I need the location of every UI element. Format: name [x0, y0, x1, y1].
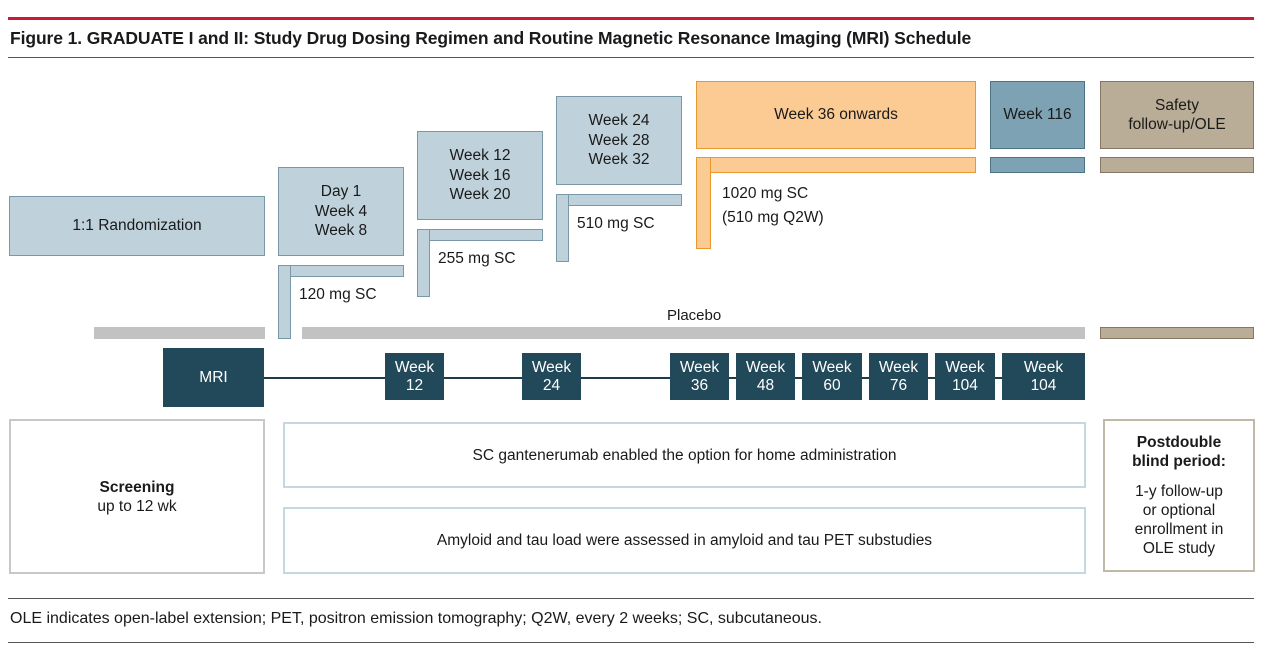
step1-dose-bar	[278, 265, 404, 277]
week116-box: Week 116	[990, 81, 1085, 149]
step3-line: Week 24	[588, 112, 650, 130]
mri-visit-line1: Week	[531, 358, 572, 376]
step1-schedule-box: Day 1 Week 4 Week 8	[278, 167, 404, 256]
mri-visit-week-60: Week 60	[802, 353, 862, 400]
post-body-line: or optional	[1142, 502, 1216, 519]
mri-visit-line1: Week	[394, 358, 435, 376]
randomization-box: 1:1 Randomization	[9, 196, 265, 256]
mri-visit-line2: 48	[756, 376, 775, 394]
screening-title: Screening	[99, 478, 175, 496]
footnote: OLE indicates open-label extension; PET,…	[10, 610, 822, 627]
step1-dose-label: 120 mg SC	[299, 286, 377, 303]
step2-dose-bar	[417, 229, 543, 241]
step2-line: Week 16	[449, 166, 511, 184]
step3-dose-riser	[556, 194, 569, 262]
step3-dose-bar	[556, 194, 682, 206]
step4-dose-line: 1020 mg SC	[722, 185, 809, 202]
post-body-line: 1-y follow-up	[1135, 483, 1223, 500]
mri-label: MRI	[199, 368, 228, 386]
screening-box: Screening up to 12 wk	[9, 419, 265, 574]
post-title-line: Postdouble	[1136, 434, 1222, 451]
step2-line: Week 20	[449, 186, 511, 204]
week116-label: Week 116	[1003, 106, 1072, 124]
mri-visit-line2: 104	[1030, 376, 1057, 394]
mri-visit-line2: 76	[889, 376, 908, 394]
step3-line: Week 28	[588, 131, 650, 149]
mri-visit-week-24: Week 24	[522, 353, 581, 400]
mri-visit-week-12: Week 12	[385, 353, 444, 400]
title-divider	[8, 57, 1254, 58]
step1-line: Week 4	[314, 202, 368, 220]
home-administration-text: SC gantenerumab enabled the option for h…	[472, 446, 897, 464]
step4-label: Week 36 onwards	[774, 106, 898, 124]
week116-bar	[990, 157, 1085, 173]
mri-visit-week-104-final: Week 104	[1002, 353, 1085, 400]
step1-line: Day 1	[320, 183, 362, 201]
screening-duration: up to 12 wk	[97, 497, 177, 515]
step3-line: Week 32	[588, 151, 650, 169]
mri-visit-line1: Week	[945, 358, 985, 376]
step4-schedule-box: Week 36 onwards	[696, 81, 976, 149]
mri-visit-line1: Week	[679, 358, 720, 376]
step3-dose-label: 510 mg SC	[577, 215, 655, 232]
mri-visit-week-104: Week 104	[935, 353, 995, 400]
step1-dose-riser	[278, 265, 291, 339]
mri-visit-line1: Week	[1023, 358, 1064, 376]
post-body-line: enrollment in	[1134, 521, 1224, 538]
pet-substudy-box: Amyloid and tau load were assessed in am…	[283, 507, 1086, 574]
mri-visit-line2: 12	[405, 376, 424, 394]
safety-line: follow-up/OLE	[1128, 116, 1226, 133]
mri-visit-week-48: Week 48	[736, 353, 795, 400]
home-administration-box: SC gantenerumab enabled the option for h…	[283, 422, 1086, 488]
step2-line: Week 12	[449, 147, 511, 165]
step3-schedule-box: Week 24 Week 28 Week 32	[556, 96, 682, 185]
step2-dose-label: 255 mg SC	[438, 250, 516, 267]
post-title-line: blind period:	[1132, 453, 1226, 470]
safety-line: Safety	[1155, 96, 1199, 114]
placebo-bar-screening	[94, 327, 265, 339]
step4-dose-bar	[696, 157, 976, 173]
mri-visit-line1: Week	[745, 358, 786, 376]
step2-schedule-box: Week 12 Week 16 Week 20	[417, 131, 543, 220]
figure-title: Figure 1. GRADUATE I and II: Study Drug …	[10, 28, 972, 48]
mri-visit-week-76: Week 76	[869, 353, 928, 400]
mri-visit-line1: Week	[878, 358, 919, 376]
placebo-bar	[302, 327, 1085, 339]
mri-visit-line1: Week	[812, 358, 852, 376]
placebo-followup-bar	[1100, 327, 1254, 339]
safety-bar	[1100, 157, 1254, 173]
step2-dose-riser	[417, 229, 430, 297]
title-accent-bar	[8, 17, 1254, 20]
step1-line: Week 8	[314, 222, 368, 240]
safety-followup-box: Safety follow-up/OLE	[1100, 81, 1254, 149]
mri-visit-line2: 60	[823, 376, 841, 394]
post-body-line: OLE study	[1142, 540, 1216, 557]
mri-visit-line2: 24	[542, 376, 561, 394]
placebo-label: Placebo	[667, 307, 722, 324]
mri-visit-line2: 36	[690, 376, 709, 394]
postdouble-blind-box: Postdouble blind period: 1-y follow-up o…	[1103, 419, 1255, 572]
mri-baseline-box: MRI	[163, 348, 264, 407]
footnote-divider-top	[8, 598, 1254, 599]
step4-dose-line: (510 mg Q2W)	[722, 209, 824, 226]
footnote-divider-bottom	[8, 642, 1254, 643]
step4-dose-riser	[696, 157, 711, 249]
pet-substudy-text: Amyloid and tau load were assessed in am…	[436, 532, 933, 549]
randomization-label: 1:1 Randomization	[72, 217, 202, 235]
mri-visit-line2: 104	[952, 376, 978, 394]
mri-visit-week-36: Week 36	[670, 353, 729, 400]
